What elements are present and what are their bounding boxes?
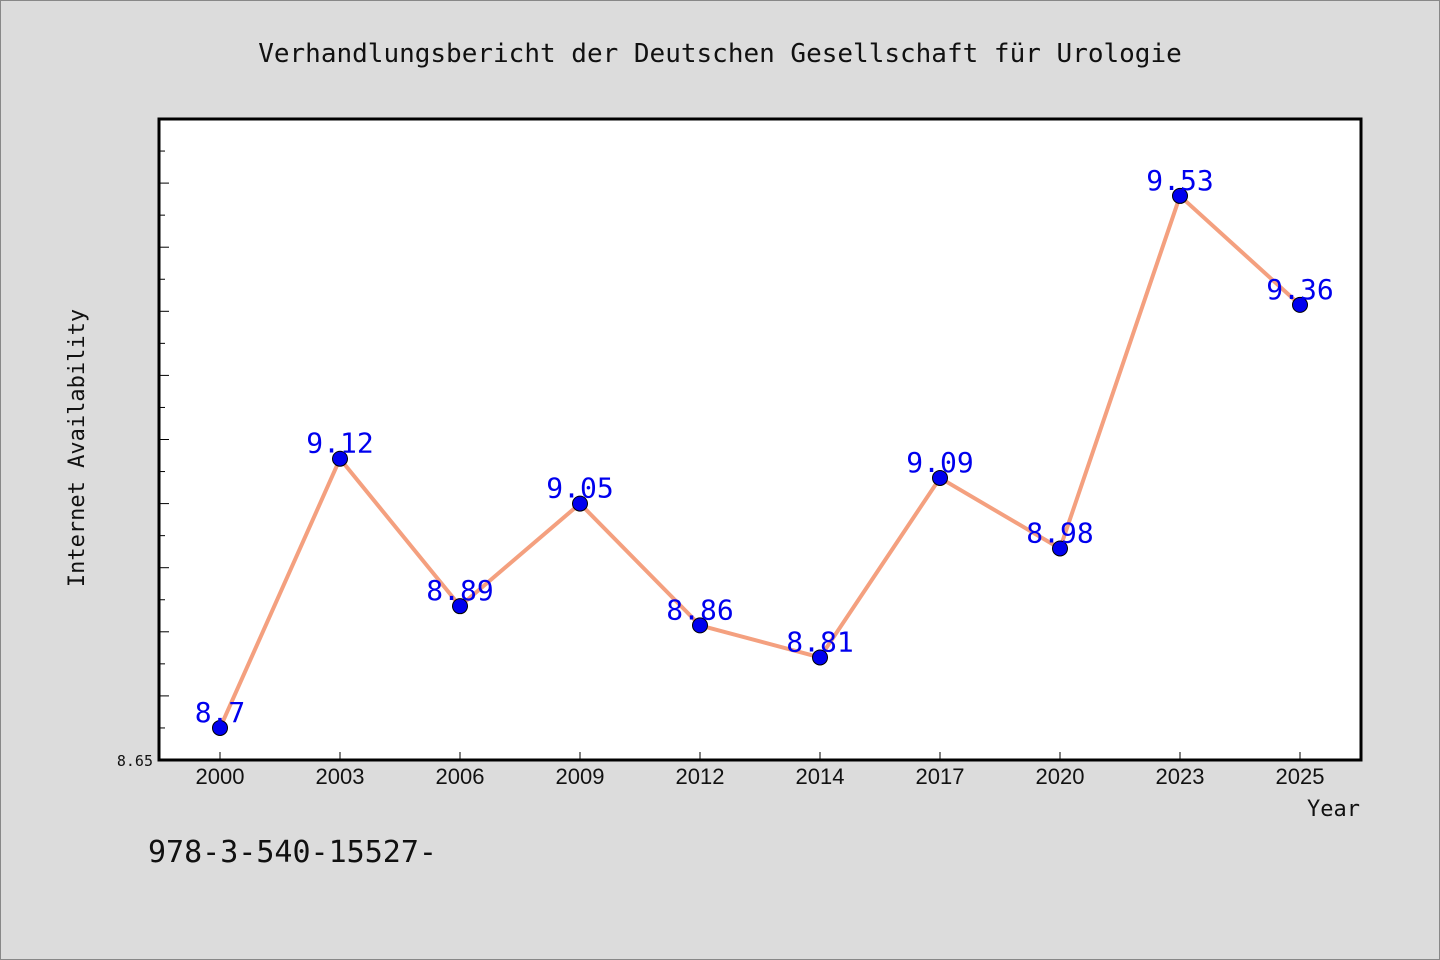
data-point [212, 719, 228, 736]
isbn-footer: 978-3-540-15527- [148, 835, 437, 870]
x-tick-label: 2003 [316, 764, 365, 789]
data-point [1292, 296, 1308, 313]
data-point [1052, 540, 1068, 557]
data-label: 9.09 [906, 446, 973, 479]
data-label: 9.53 [1146, 164, 1213, 197]
x-tick-label: 2000 [196, 764, 245, 789]
data-label: 8.89 [426, 574, 493, 607]
data-labels: 8.7 9.12 8.89 9.05 8.86 8.81 9.09 8.98 9.53 9.36 [195, 164, 1334, 729]
y-axis-label: Internet Availability [65, 309, 90, 587]
x-axis-label: Year [1307, 797, 1360, 822]
data-point [1172, 187, 1188, 204]
data-point [572, 495, 588, 512]
data-point [452, 598, 468, 615]
data-label: 8.98 [1026, 516, 1093, 549]
x-tick-label: 2020 [1036, 764, 1085, 789]
series-line [218, 193, 1302, 729]
x-tick-label: 2009 [556, 764, 605, 789]
data-label: 9.12 [306, 427, 373, 460]
data-label: 9.05 [546, 472, 613, 505]
y-tick-label: 8.65 [117, 752, 153, 770]
x-tick-label: 2023 [1156, 764, 1205, 789]
data-label: 9.36 [1266, 273, 1333, 306]
data-point [332, 450, 348, 467]
chart-title: Verhandlungsbericht der Deutschen Gesell… [258, 39, 1182, 69]
data-label: 8.81 [786, 625, 853, 658]
data-point [932, 469, 948, 486]
series-line-group [218, 193, 1302, 729]
y-axis-ticks [159, 118, 169, 729]
data-label: 8.86 [666, 593, 733, 626]
x-axis-ticks [219, 752, 1301, 760]
x-tick-label: 2025 [1276, 764, 1325, 789]
series-markers [212, 187, 1308, 736]
x-tick-label: 2012 [676, 764, 725, 789]
data-point [812, 649, 828, 666]
plot-area [157, 117, 1363, 762]
data-point [692, 617, 708, 634]
x-tick-label: 2006 [436, 764, 485, 789]
x-tick-label: 2014 [796, 764, 845, 789]
data-label: 8.7 [195, 696, 246, 729]
x-axis-tick-labels: 2000 2003 2006 2009 2012 2014 2017 2020 2023 2025 [196, 764, 1325, 789]
x-tick-label: 2017 [916, 764, 965, 789]
